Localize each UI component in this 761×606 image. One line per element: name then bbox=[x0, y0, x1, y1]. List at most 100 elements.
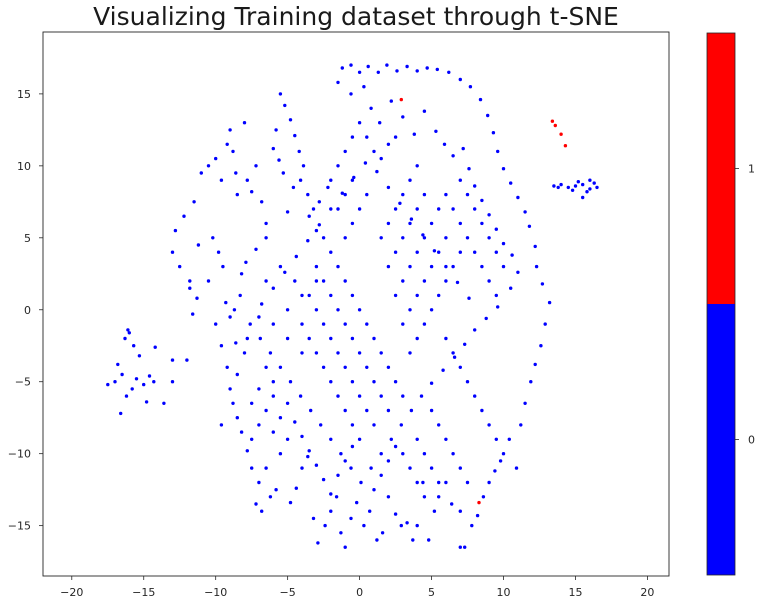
point-class-0 bbox=[498, 459, 503, 463]
colorbar: 01 bbox=[706, 32, 755, 576]
point-class-0 bbox=[415, 69, 419, 73]
point-class-0 bbox=[314, 279, 319, 283]
point-class-0 bbox=[106, 382, 110, 387]
point-class-0 bbox=[421, 480, 425, 485]
point-class-0 bbox=[264, 466, 268, 470]
point-class-0 bbox=[214, 156, 218, 161]
point-class-0 bbox=[124, 394, 129, 398]
point-class-0 bbox=[422, 279, 427, 283]
x-tick-label: 15 bbox=[568, 586, 582, 599]
point-class-0 bbox=[415, 480, 419, 485]
colorbar-frame bbox=[706, 32, 736, 576]
point-class-0 bbox=[432, 509, 437, 513]
point-class-0 bbox=[429, 381, 434, 385]
chart-title: Visualizing Training dataset through t-S… bbox=[93, 2, 619, 31]
point-class-0 bbox=[123, 336, 127, 341]
point-class-0 bbox=[321, 365, 326, 369]
point-class-0 bbox=[386, 142, 391, 146]
point-class-0 bbox=[173, 228, 178, 233]
point-class-0 bbox=[496, 149, 500, 154]
point-class-0 bbox=[458, 77, 462, 82]
point-class-0 bbox=[152, 380, 156, 384]
point-class-0 bbox=[540, 282, 545, 286]
point-class-0 bbox=[343, 408, 347, 413]
y-axis: −15 −10 −5 0 5 10 15 bbox=[8, 88, 43, 533]
point-class-0 bbox=[231, 401, 235, 405]
point-class-0 bbox=[425, 66, 429, 70]
point-class-0 bbox=[435, 67, 439, 72]
point-class-0 bbox=[134, 377, 139, 381]
point-class-0 bbox=[437, 495, 441, 499]
point-class-0 bbox=[329, 437, 333, 441]
point-class-0 bbox=[422, 109, 427, 113]
point-class-0 bbox=[465, 236, 470, 240]
point-class-0 bbox=[277, 158, 281, 162]
point-class-0 bbox=[271, 430, 275, 434]
point-class-0 bbox=[415, 293, 419, 298]
point-class-0 bbox=[162, 401, 166, 405]
point-class-0 bbox=[153, 345, 157, 349]
point-class-1 bbox=[399, 97, 403, 102]
point-class-0 bbox=[573, 184, 578, 188]
point-class-0 bbox=[494, 227, 498, 231]
point-class-0 bbox=[501, 241, 506, 246]
point-class-0 bbox=[228, 128, 232, 132]
point-class-0 bbox=[547, 300, 552, 305]
point-class-0 bbox=[399, 523, 403, 528]
point-class-0 bbox=[278, 92, 283, 96]
point-class-0 bbox=[412, 132, 416, 136]
point-class-0 bbox=[260, 509, 264, 513]
point-class-0 bbox=[314, 264, 319, 269]
point-class-0 bbox=[365, 135, 369, 139]
point-class-0 bbox=[429, 308, 434, 312]
point-class-0 bbox=[473, 328, 477, 332]
point-class-0 bbox=[192, 200, 196, 204]
point-class-0 bbox=[481, 495, 486, 499]
point-class-0 bbox=[307, 293, 311, 298]
point-class-0 bbox=[219, 344, 224, 348]
series-0 bbox=[106, 63, 599, 549]
point-class-0 bbox=[581, 195, 585, 200]
point-class-0 bbox=[329, 207, 333, 211]
point-class-0 bbox=[214, 322, 218, 326]
point-class-0 bbox=[494, 250, 498, 254]
point-class-0 bbox=[350, 444, 355, 449]
point-class-0 bbox=[119, 411, 123, 416]
point-class-0 bbox=[451, 207, 455, 211]
point-class-0 bbox=[268, 495, 273, 499]
point-class-0 bbox=[343, 365, 347, 369]
point-class-0 bbox=[437, 293, 441, 298]
y-tick-label: −5 bbox=[15, 376, 31, 389]
point-class-0 bbox=[393, 380, 398, 384]
point-class-0 bbox=[415, 164, 419, 168]
point-class-0 bbox=[170, 358, 175, 362]
point-class-0 bbox=[307, 336, 311, 341]
point-class-0 bbox=[188, 286, 192, 290]
point-class-0 bbox=[372, 423, 376, 427]
point-class-0 bbox=[393, 207, 398, 211]
point-class-0 bbox=[306, 192, 310, 197]
point-class-0 bbox=[437, 423, 441, 427]
point-class-0 bbox=[343, 192, 347, 197]
point-class-0 bbox=[393, 293, 398, 298]
point-class-0 bbox=[271, 394, 275, 398]
point-class-0 bbox=[386, 408, 391, 413]
point-class-0 bbox=[329, 492, 333, 496]
point-class-0 bbox=[468, 85, 473, 89]
point-class-0 bbox=[254, 247, 258, 251]
point-class-0 bbox=[465, 480, 470, 485]
point-class-0 bbox=[271, 322, 275, 326]
point-class-0 bbox=[422, 192, 427, 197]
colorbar-tick-label: 1 bbox=[748, 163, 755, 176]
point-class-0 bbox=[349, 516, 353, 521]
point-class-0 bbox=[242, 121, 247, 125]
point-class-0 bbox=[379, 236, 383, 240]
point-class-0 bbox=[142, 382, 146, 387]
point-class-0 bbox=[450, 502, 454, 506]
point-class-0 bbox=[408, 264, 412, 269]
point-class-0 bbox=[441, 368, 445, 372]
point-class-0 bbox=[224, 300, 228, 305]
point-class-0 bbox=[278, 416, 283, 420]
point-class-0 bbox=[147, 374, 152, 378]
